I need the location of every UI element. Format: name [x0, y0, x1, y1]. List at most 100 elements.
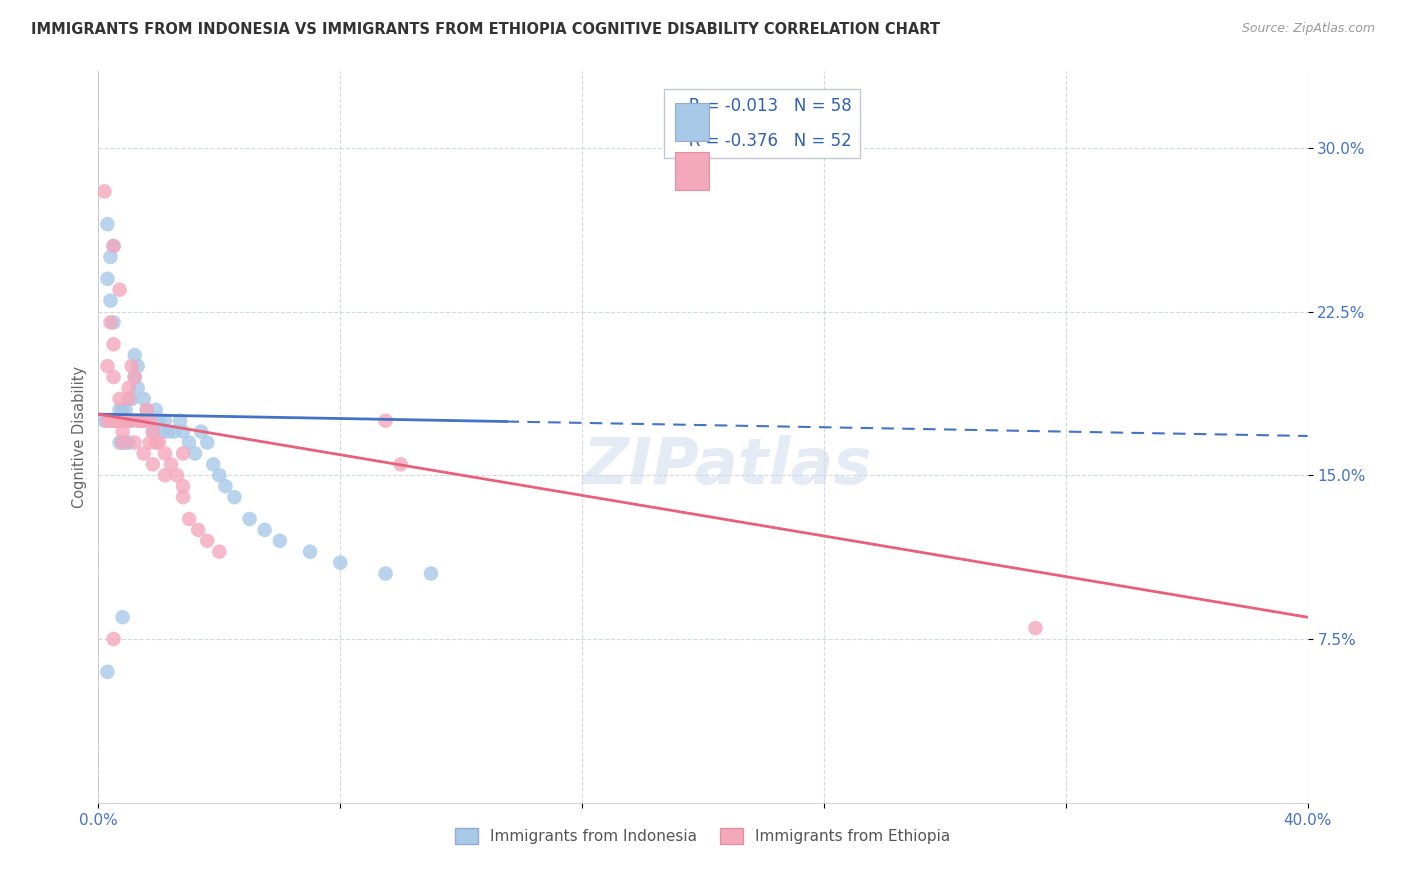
- Point: [389, 458, 412, 472]
- Text: R = -0.013   N = 58
   R = -0.376   N = 52: R = -0.013 N = 58 R = -0.376 N = 52: [672, 97, 852, 150]
- Point: [132, 414, 155, 428]
- Point: [172, 425, 194, 439]
- Point: [108, 392, 131, 406]
- Point: [108, 283, 131, 297]
- Point: [142, 425, 165, 439]
- Point: [299, 545, 322, 559]
- Point: [195, 435, 218, 450]
- Point: [139, 414, 162, 428]
- Point: [160, 458, 183, 472]
- Point: [135, 402, 157, 417]
- Point: [108, 435, 131, 450]
- Point: [135, 402, 157, 417]
- Point: [208, 545, 231, 559]
- Point: [239, 512, 262, 526]
- Legend: Immigrants from Indonesia, Immigrants from Ethiopia: Immigrants from Indonesia, Immigrants fr…: [449, 822, 957, 850]
- Point: [103, 414, 125, 428]
- Point: [121, 414, 143, 428]
- Point: [129, 414, 152, 428]
- Point: [100, 315, 122, 329]
- Point: [114, 435, 136, 450]
- Point: [103, 239, 125, 253]
- Point: [118, 414, 141, 428]
- Point: [202, 458, 225, 472]
- Point: [132, 446, 155, 460]
- Point: [184, 446, 207, 460]
- Point: [374, 414, 396, 428]
- Point: [1024, 621, 1046, 635]
- Point: [100, 250, 122, 264]
- Point: [118, 392, 141, 406]
- Point: [172, 446, 194, 460]
- Point: [111, 610, 134, 624]
- Text: Source: ZipAtlas.com: Source: ZipAtlas.com: [1241, 22, 1375, 36]
- Point: [118, 435, 141, 450]
- Point: [132, 414, 155, 428]
- Point: [139, 414, 162, 428]
- Point: [163, 425, 186, 439]
- Point: [190, 425, 212, 439]
- Point: [166, 468, 188, 483]
- Point: [111, 402, 134, 417]
- Point: [105, 414, 128, 428]
- Point: [153, 468, 176, 483]
- Point: [187, 523, 209, 537]
- Point: [108, 402, 131, 417]
- Point: [142, 458, 165, 472]
- Point: [96, 272, 118, 286]
- Point: [172, 490, 194, 504]
- Point: [96, 359, 118, 373]
- Point: [111, 425, 134, 439]
- Point: [145, 435, 167, 450]
- Point: [111, 414, 134, 428]
- Point: [153, 446, 176, 460]
- Point: [103, 632, 125, 646]
- Point: [103, 337, 125, 351]
- Point: [105, 414, 128, 428]
- Point: [114, 414, 136, 428]
- Point: [132, 392, 155, 406]
- Point: [121, 359, 143, 373]
- Point: [105, 414, 128, 428]
- Point: [118, 414, 141, 428]
- Point: [150, 425, 173, 439]
- Point: [195, 533, 218, 548]
- Point: [208, 468, 231, 483]
- Point: [156, 425, 179, 439]
- Text: ZIPatlas: ZIPatlas: [582, 435, 872, 498]
- FancyBboxPatch shape: [675, 153, 709, 190]
- Point: [96, 414, 118, 428]
- Point: [114, 402, 136, 417]
- Point: [253, 523, 276, 537]
- Point: [179, 435, 201, 450]
- Point: [108, 414, 131, 428]
- Point: [329, 556, 352, 570]
- Text: IMMIGRANTS FROM INDONESIA VS IMMIGRANTS FROM ETHIOPIA COGNITIVE DISABILITY CORRE: IMMIGRANTS FROM INDONESIA VS IMMIGRANTS …: [31, 22, 941, 37]
- Point: [93, 185, 115, 199]
- Point: [96, 665, 118, 679]
- Point: [118, 414, 141, 428]
- Point: [269, 533, 291, 548]
- Point: [145, 402, 167, 417]
- Point: [93, 414, 115, 428]
- Point: [111, 414, 134, 428]
- Point: [118, 414, 141, 428]
- Point: [224, 490, 246, 504]
- Point: [105, 414, 128, 428]
- Point: [124, 435, 146, 450]
- Point: [129, 414, 152, 428]
- Point: [179, 512, 201, 526]
- Point: [105, 414, 128, 428]
- Point: [169, 414, 191, 428]
- Point: [121, 392, 143, 406]
- Point: [100, 414, 122, 428]
- Point: [124, 370, 146, 384]
- Point: [111, 435, 134, 450]
- Point: [108, 414, 131, 428]
- Point: [111, 435, 134, 450]
- Point: [148, 435, 170, 450]
- Point: [118, 381, 141, 395]
- Point: [142, 425, 165, 439]
- Point: [172, 479, 194, 493]
- Y-axis label: Cognitive Disability: Cognitive Disability: [72, 366, 87, 508]
